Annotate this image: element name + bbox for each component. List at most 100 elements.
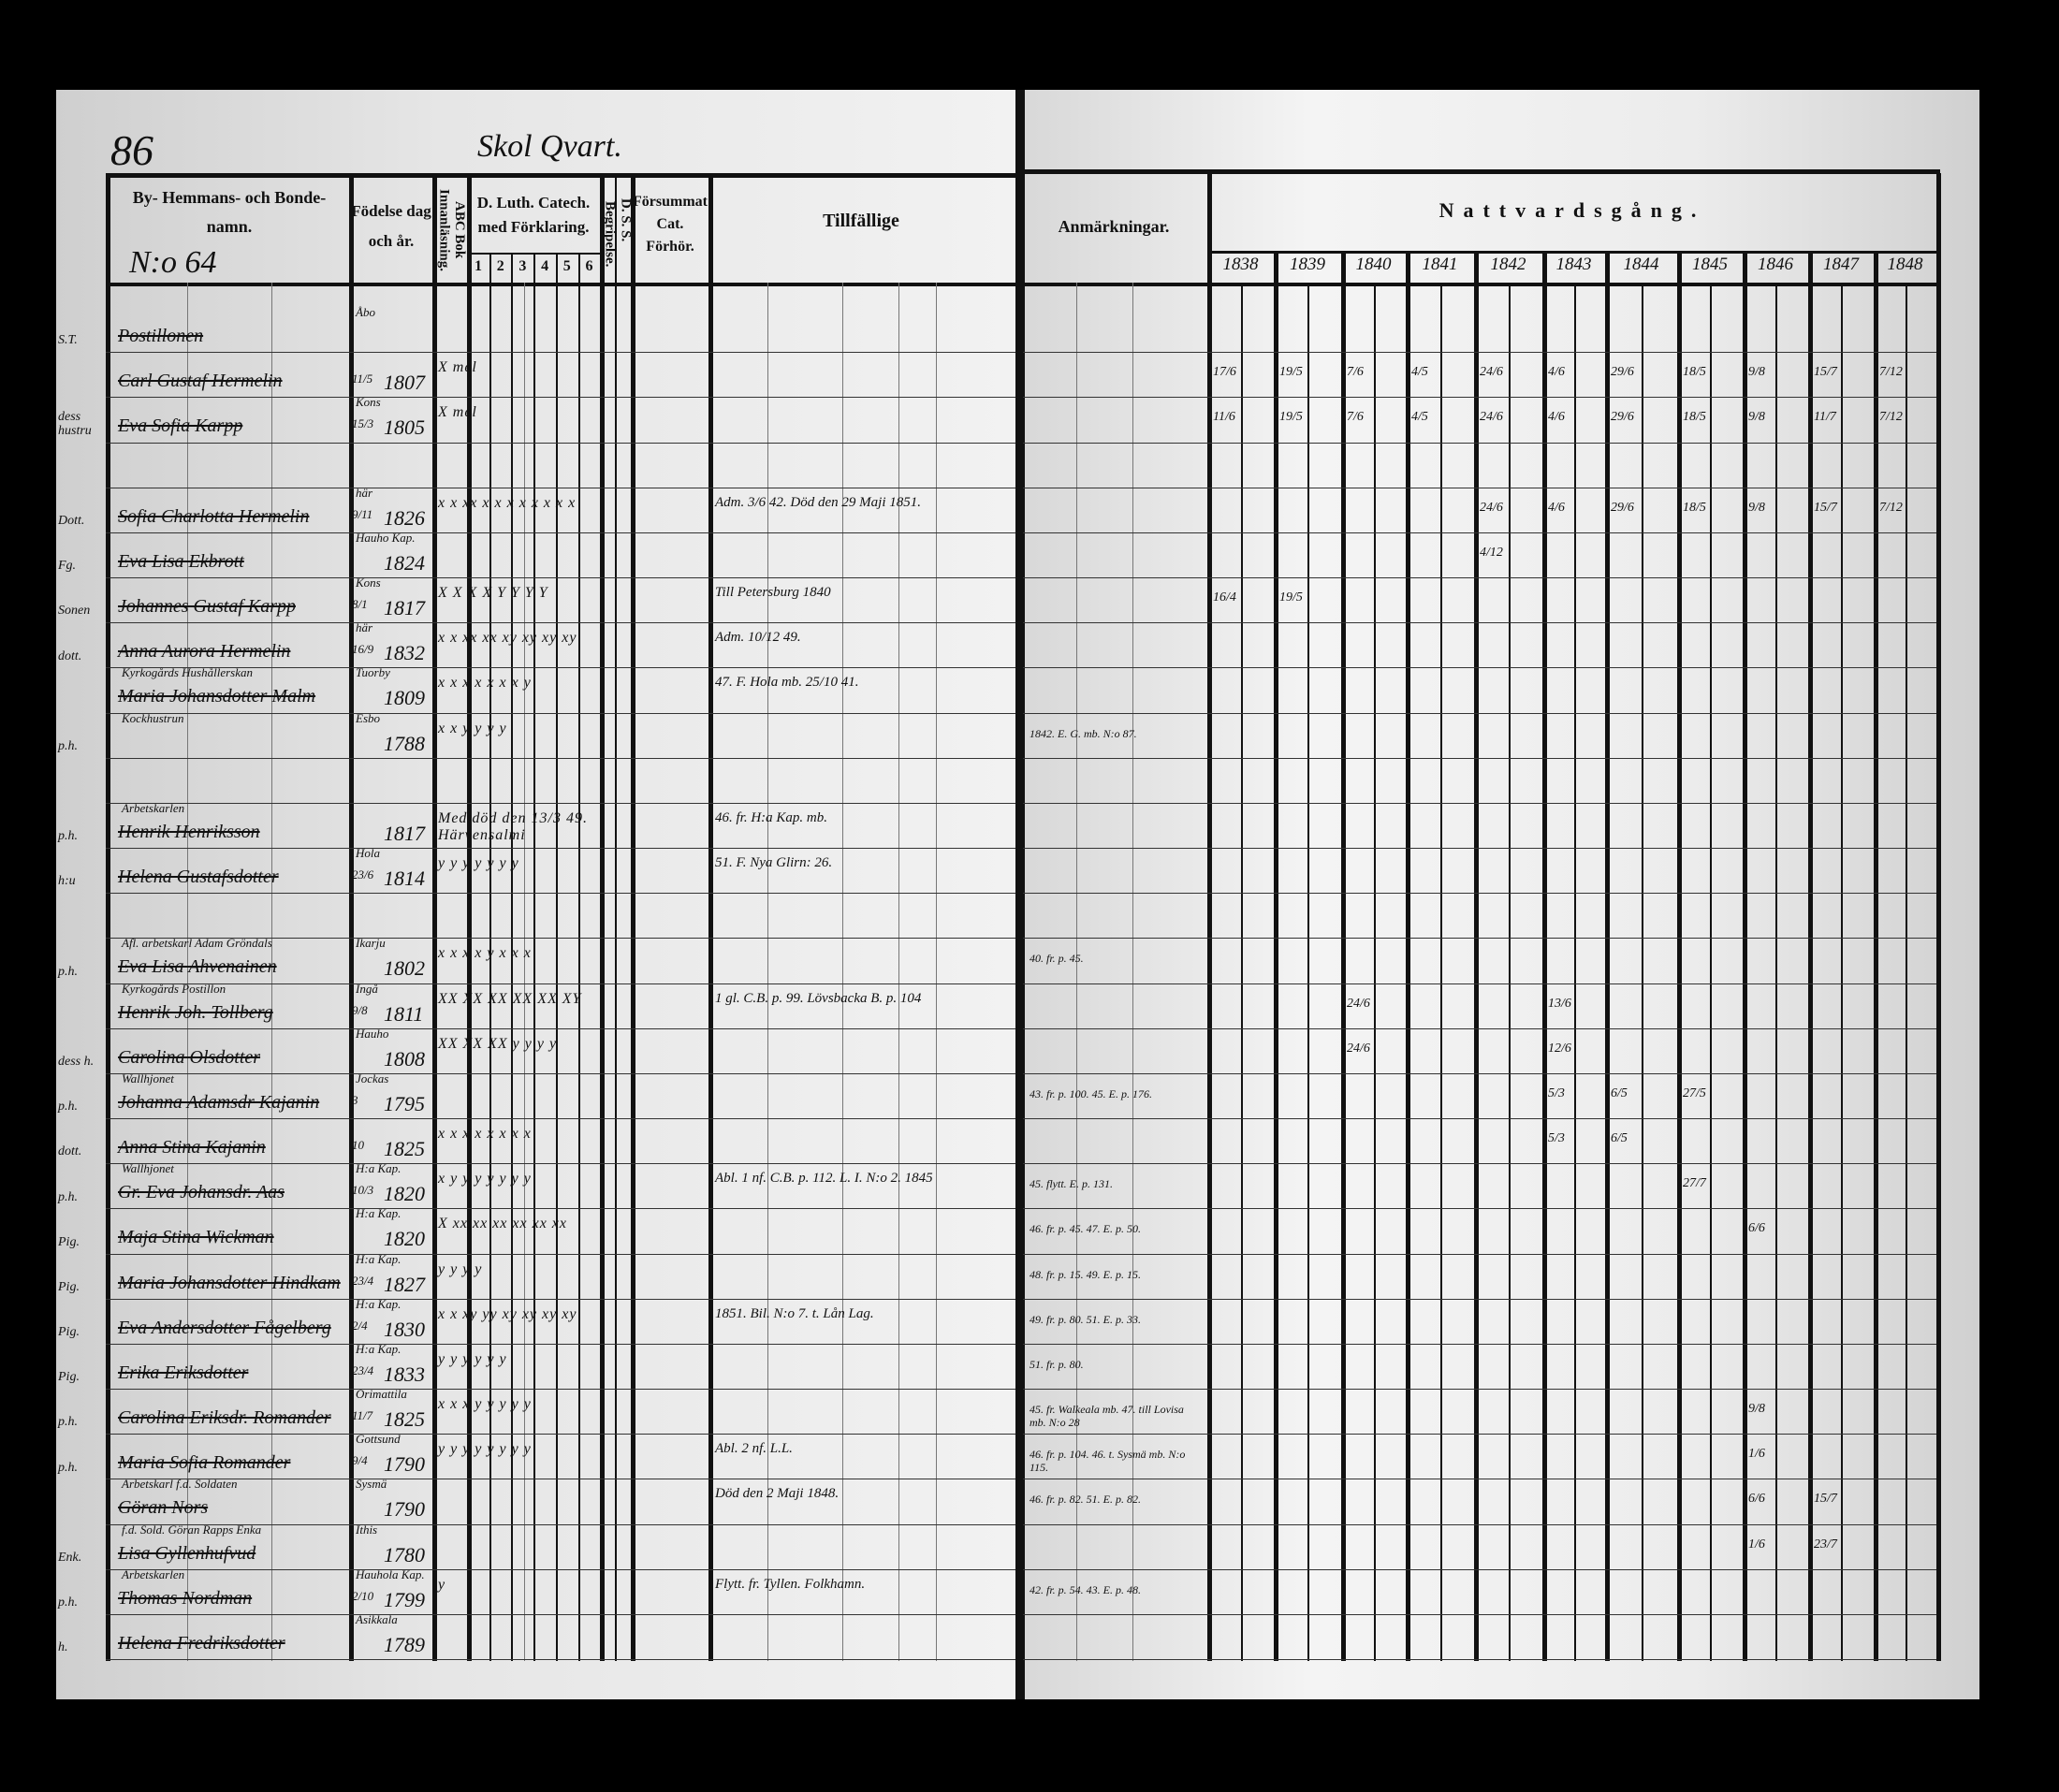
year-header-1840: 1840 xyxy=(1355,255,1392,274)
register-row: p.h. Carolina Eriksdr. Romander Orimattila… xyxy=(0,1387,2059,1435)
row-reading-marks: x x xx xx xy xy xy xy xyxy=(438,630,577,647)
row-tillfallige: Flytt. fr. Tyllen. Folkhamn. xyxy=(715,1576,866,1592)
register-row: p.h. Maria Sofia Romander Gottsund 9/4 1790 y… xyxy=(0,1432,2059,1480)
row-birth-place: H:a Kap. xyxy=(356,1341,402,1356)
row-reading-marks: y y y y y y y xyxy=(438,855,519,872)
column-rule xyxy=(1207,173,1212,1661)
row-birth-date: 10/3 xyxy=(352,1183,374,1198)
row-rule xyxy=(106,397,1015,399)
row-birth-year: 1790 xyxy=(384,1497,425,1522)
row-tillfallige: 1851. Bil. N:o 7. t. Lån Lag. xyxy=(715,1305,874,1321)
row-communion-date: 13/6 xyxy=(1548,996,1571,1011)
register-row: Sonen Johannes Gustaf Karpp Kons 8/1 1817 X X… xyxy=(0,575,2059,624)
year-column-rule xyxy=(1874,251,1878,1661)
row-occupation: Kyrkogårds Postillon xyxy=(122,981,226,996)
year-subcolumn-rule xyxy=(1710,283,1712,1661)
row-rule xyxy=(1023,442,1936,444)
year-column-rule xyxy=(1743,251,1747,1661)
row-prefix: Pig. xyxy=(58,1234,80,1249)
row-communion-date: 24/6 xyxy=(1347,996,1370,1011)
row-rule xyxy=(1023,757,1936,759)
row-communion-date: 29/6 xyxy=(1611,410,1634,425)
row-birth-place: Esbo xyxy=(356,710,380,725)
row-tillfallige: 1 gl. C.B. p. 99. Lövsbacka B. p. 104 xyxy=(715,990,922,1006)
year-header-1848: 1848 xyxy=(1887,255,1923,274)
row-prefix: dess hustru xyxy=(58,410,92,438)
row-birth-place: Kons xyxy=(356,395,381,410)
row-rule xyxy=(106,1027,1015,1029)
faint-rule xyxy=(767,283,768,1661)
row-birth-place: Orimattila xyxy=(356,1387,407,1401)
row-name: Lisa Gyllenhufvud xyxy=(118,1542,256,1564)
row-rule xyxy=(106,1613,1015,1615)
register-row xyxy=(0,760,2059,805)
year-header-1844: 1844 xyxy=(1623,255,1659,274)
column-rule xyxy=(631,173,635,1661)
row-communion-date: 17/6 xyxy=(1213,365,1236,380)
row-name: Johannes Gustaf Karpp xyxy=(118,596,296,618)
year-subcolumn-rule xyxy=(1508,283,1511,1661)
row-birth-place: här xyxy=(356,485,373,500)
row-communion-date: 18/5 xyxy=(1683,410,1706,425)
row-rule xyxy=(1023,1253,1936,1255)
row-rule xyxy=(1023,712,1936,714)
row-rule xyxy=(106,1434,1015,1435)
register-row: Enk. f.d. Sold. Göran Rapps Enka Lisa Gyll… xyxy=(0,1522,2059,1571)
row-occupation: Arbetskarlen xyxy=(122,1566,185,1581)
row-rule xyxy=(1023,1072,1936,1074)
catechism-column-number: 2 xyxy=(496,258,504,274)
row-rule xyxy=(1023,848,1936,849)
catechism-column-number: 3 xyxy=(518,258,527,274)
row-reading-marks: x x y y y y xyxy=(438,720,507,736)
row-prefix: p.h. xyxy=(58,1460,78,1475)
right-page xyxy=(1023,90,1979,1699)
row-rule xyxy=(106,577,1015,578)
row-rule xyxy=(106,712,1015,714)
row-occupation: Kockhustrun xyxy=(122,710,184,725)
row-anmarkningar: 42. fr. p. 54. 43. E. p. 48. xyxy=(1030,1582,1142,1596)
row-name: Postillonen xyxy=(118,326,204,347)
row-name: Erika Eriksdotter xyxy=(118,1362,249,1383)
faint-rule xyxy=(187,283,188,1661)
row-rule xyxy=(106,1298,1015,1300)
row-occupation: Kyrkogårds Hushållerskan xyxy=(122,665,253,680)
register-row: Pig. Eva Andersdotter Fågelberg H:a Kap. 2/… xyxy=(0,1297,2059,1346)
row-communion-date: 15/7 xyxy=(1814,1492,1837,1507)
row-birth-year: 1805 xyxy=(384,415,425,440)
catechism-subcolumn-rule xyxy=(533,253,536,1661)
row-birth-place: Åbo xyxy=(356,305,375,319)
row-communion-date: 6/6 xyxy=(1748,1492,1765,1507)
row-tillfallige: 51. F. Nya Glirn: 26. xyxy=(715,855,833,871)
year-column-rule xyxy=(1808,251,1813,1661)
row-birth-date: 23/6 xyxy=(352,867,374,882)
row-rule xyxy=(106,1659,1015,1660)
catechism-subcolumn-rule xyxy=(489,253,491,1661)
row-birth-place: Kons xyxy=(356,575,381,590)
column-rule xyxy=(349,173,354,1661)
row-rule xyxy=(106,1208,1015,1210)
row-occupation: f.d. Sold. Göran Rapps Enka xyxy=(122,1522,262,1537)
year-header-1847: 1847 xyxy=(1823,255,1859,274)
row-birth-year: 1817 xyxy=(384,821,425,845)
row-rule xyxy=(106,1163,1015,1165)
row-birth-place: Ikarju xyxy=(356,936,386,951)
row-birth-year: 1827 xyxy=(384,1272,425,1296)
register-row: p.h. Wallhjonet Johanna Adamsdr Kajanin Joc… xyxy=(0,1071,2059,1120)
catechism-subcolumn-rule xyxy=(555,253,558,1661)
row-reading-marks: x x xx x x x x x x x x xyxy=(438,494,577,511)
book-gutter xyxy=(1015,90,1025,1699)
row-occupation: Afl. arbetskarl Adam Gröndals xyxy=(122,936,272,951)
year-subcolumn-rule xyxy=(1439,283,1442,1661)
row-rule xyxy=(106,352,1015,354)
register-row: Pig. Maria Johansdotter Hindkam H:a Kap. 23… xyxy=(0,1252,2059,1301)
row-reading-marks: x x x x x x x y xyxy=(438,675,532,692)
row-rule xyxy=(1023,1343,1936,1345)
row-reading-marks: X X X X Y Y Y Y xyxy=(438,585,548,602)
row-prefix: Enk. xyxy=(58,1550,82,1565)
row-communion-date: 18/5 xyxy=(1683,365,1706,380)
row-birth-year: 1795 xyxy=(384,1091,425,1115)
row-birth-year: 1811 xyxy=(384,1001,424,1026)
row-communion-date: 5/3 xyxy=(1548,1085,1565,1100)
row-anmarkningar: 46. fr. p. 104. 46. t. Sysmä mb. N:o 115… xyxy=(1030,1448,1186,1475)
row-birth-year: 1825 xyxy=(384,1407,425,1432)
